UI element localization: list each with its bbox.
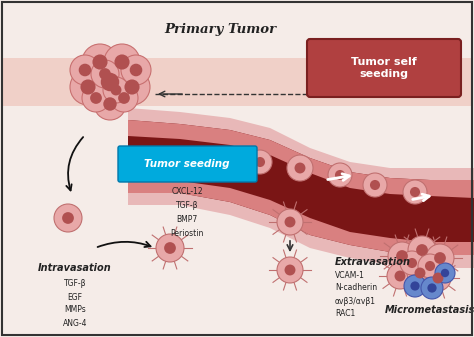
- Circle shape: [421, 277, 443, 299]
- Text: Micrometastasis: Micrometastasis: [385, 305, 474, 315]
- Circle shape: [418, 254, 442, 278]
- Circle shape: [426, 244, 454, 272]
- Circle shape: [118, 92, 130, 104]
- Circle shape: [394, 271, 405, 281]
- Circle shape: [88, 60, 132, 104]
- Text: BMP7: BMP7: [176, 215, 198, 224]
- Circle shape: [104, 44, 140, 80]
- Text: TGF-β: TGF-β: [176, 202, 198, 211]
- Circle shape: [101, 73, 119, 91]
- Text: Primary Tumor: Primary Tumor: [164, 24, 276, 36]
- Circle shape: [62, 212, 74, 224]
- Text: Intravasation: Intravasation: [38, 263, 112, 273]
- Circle shape: [407, 260, 433, 286]
- Circle shape: [435, 263, 455, 283]
- Circle shape: [54, 204, 82, 232]
- Circle shape: [125, 80, 139, 95]
- Circle shape: [284, 217, 295, 227]
- Circle shape: [94, 88, 126, 120]
- Circle shape: [110, 85, 121, 95]
- Circle shape: [363, 173, 387, 197]
- Circle shape: [396, 250, 408, 262]
- Circle shape: [164, 242, 176, 254]
- Circle shape: [387, 263, 413, 289]
- Text: CXCL-12: CXCL-12: [171, 187, 203, 196]
- Circle shape: [99, 68, 111, 80]
- Circle shape: [81, 80, 96, 95]
- Text: αvβ3/αvβ1: αvβ3/αvβ1: [335, 297, 376, 306]
- Polygon shape: [128, 180, 474, 255]
- Circle shape: [103, 97, 117, 111]
- Circle shape: [441, 269, 449, 277]
- Circle shape: [156, 234, 184, 262]
- Circle shape: [92, 55, 108, 69]
- Text: MMPs: MMPs: [64, 306, 86, 314]
- Polygon shape: [128, 108, 474, 268]
- Circle shape: [121, 55, 151, 85]
- Circle shape: [103, 77, 129, 103]
- Text: EGF: EGF: [67, 293, 82, 302]
- Circle shape: [335, 170, 345, 180]
- Circle shape: [277, 209, 303, 235]
- FancyBboxPatch shape: [2, 58, 472, 106]
- Circle shape: [82, 84, 110, 112]
- Circle shape: [415, 268, 426, 278]
- Text: N-cadherin: N-cadherin: [335, 283, 377, 293]
- Text: Tumor seeding: Tumor seeding: [144, 159, 230, 169]
- Circle shape: [255, 157, 265, 167]
- Circle shape: [434, 252, 446, 264]
- Circle shape: [433, 273, 444, 283]
- Circle shape: [70, 55, 100, 85]
- Text: RAC1: RAC1: [335, 309, 355, 318]
- Circle shape: [425, 261, 435, 271]
- FancyBboxPatch shape: [307, 39, 461, 97]
- Text: VCAM-1: VCAM-1: [335, 271, 365, 279]
- Circle shape: [410, 281, 419, 290]
- Circle shape: [408, 236, 436, 264]
- Circle shape: [110, 84, 138, 112]
- Text: Extravasation: Extravasation: [335, 257, 411, 267]
- Circle shape: [404, 275, 426, 297]
- Circle shape: [248, 150, 272, 174]
- Text: ANG-4: ANG-4: [63, 318, 87, 328]
- Text: Tumor self
seeding: Tumor self seeding: [351, 57, 417, 79]
- Circle shape: [403, 180, 427, 204]
- Circle shape: [428, 283, 437, 293]
- Circle shape: [130, 64, 142, 76]
- Circle shape: [410, 187, 420, 197]
- Text: TGF-β: TGF-β: [64, 279, 86, 288]
- Circle shape: [70, 69, 106, 105]
- Polygon shape: [128, 120, 474, 198]
- Polygon shape: [128, 120, 474, 255]
- FancyBboxPatch shape: [118, 146, 257, 182]
- Circle shape: [82, 44, 118, 80]
- Circle shape: [277, 257, 303, 283]
- Circle shape: [114, 69, 150, 105]
- Circle shape: [407, 258, 417, 268]
- Text: Periostin: Periostin: [170, 229, 204, 239]
- Circle shape: [400, 251, 424, 275]
- Circle shape: [294, 162, 305, 174]
- Circle shape: [114, 55, 129, 69]
- Circle shape: [328, 163, 352, 187]
- Circle shape: [425, 265, 451, 291]
- Circle shape: [388, 242, 416, 270]
- Circle shape: [284, 265, 295, 275]
- Circle shape: [79, 64, 91, 76]
- Circle shape: [416, 244, 428, 256]
- Circle shape: [91, 60, 119, 88]
- Circle shape: [370, 180, 380, 190]
- Circle shape: [90, 92, 102, 104]
- Circle shape: [287, 155, 313, 181]
